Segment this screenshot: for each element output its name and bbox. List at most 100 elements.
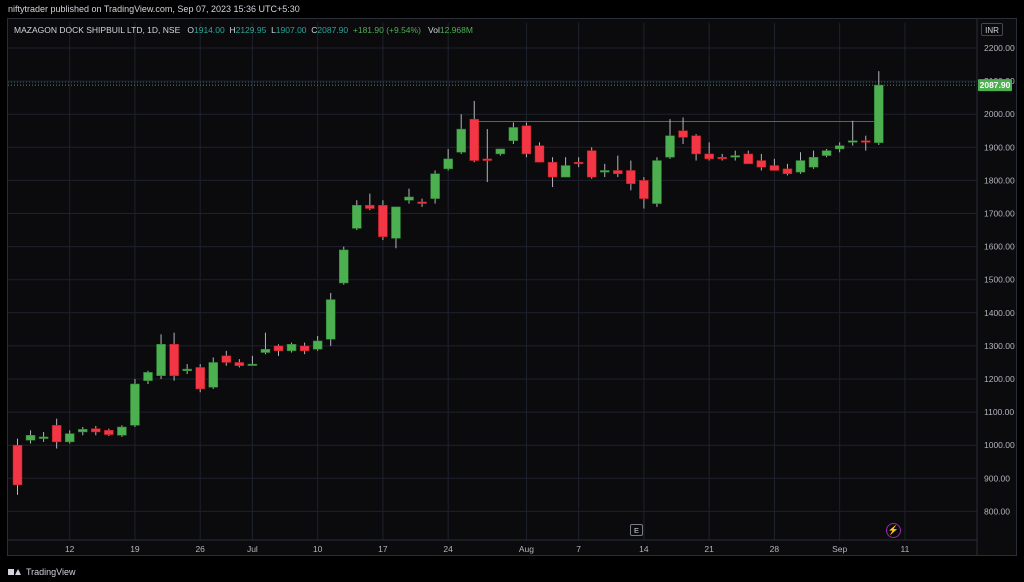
candle-body: [834, 145, 845, 150]
candle-body: [534, 145, 545, 163]
candle-body: [312, 340, 323, 350]
candle-body: [769, 165, 780, 171]
candle-body: [378, 204, 388, 237]
x-tick-label: 17: [378, 544, 388, 554]
candle-body: [208, 362, 218, 388]
candle-body: [743, 153, 754, 165]
candle-body: [573, 161, 584, 165]
candle-body: [482, 158, 493, 161]
volume-value: 12.968M: [439, 25, 473, 35]
tradingview-logo-icon: [8, 568, 22, 576]
candle-body: [64, 433, 75, 443]
candle-body: [247, 363, 258, 366]
y-tick-label: 1900.00: [984, 142, 1015, 152]
last-price-label: 2087.90: [980, 80, 1011, 90]
volume-label: Vol: [428, 25, 440, 35]
x-tick-label: 26: [195, 544, 205, 554]
x-tick-label: 7: [576, 544, 581, 554]
x-tick-label: 28: [770, 544, 780, 554]
candle-body: [417, 201, 427, 204]
candle-body: [730, 155, 740, 158]
open-label: O: [187, 25, 194, 35]
candle-body: [756, 160, 767, 168]
footer: TradingView: [0, 562, 1024, 582]
y-tick-label: 1800.00: [984, 175, 1015, 185]
candle-body: [874, 84, 884, 143]
candle-body: [639, 180, 649, 199]
candle-body: [169, 343, 179, 376]
candle-body: [652, 160, 662, 204]
candle-body: [234, 362, 245, 367]
y-tick-label: 1400.00: [984, 308, 1015, 318]
candle-body: [156, 343, 166, 376]
x-tick-label: 10: [313, 544, 323, 554]
close-label: C: [311, 25, 318, 35]
x-tick-label: 19: [130, 544, 140, 554]
candle-body: [861, 140, 871, 143]
candle-body: [847, 140, 858, 143]
x-tick-label: 12: [65, 544, 75, 554]
symbol-legend: MAZAGON DOCK SHIPBUIL LTD, 1D, NSE O1914…: [14, 24, 473, 36]
candle-body: [691, 135, 701, 155]
candle-body: [91, 428, 101, 433]
close-value: 2087.90: [317, 25, 349, 35]
candle-body: [456, 128, 466, 153]
y-tick-label: 1100.00: [984, 407, 1014, 417]
earnings-marker[interactable]: E: [630, 524, 643, 536]
candle-body: [430, 173, 440, 199]
high-value: 2129.95: [235, 25, 267, 35]
candle-body: [104, 430, 114, 435]
candle-body: [117, 426, 127, 436]
open-value: 1914.00: [193, 25, 225, 35]
candle-body: [560, 165, 571, 178]
x-tick-label: Jul: [247, 544, 258, 554]
candle-body: [78, 429, 88, 433]
candle-body: [339, 249, 349, 284]
y-tick-label: 1500.00: [984, 275, 1015, 285]
candle-body: [613, 170, 623, 175]
change-value: +181.90 (+9.54%): [352, 25, 421, 35]
low-label: L: [271, 25, 276, 35]
candle-body: [195, 367, 205, 390]
chart-frame[interactable]: [7, 18, 1017, 556]
x-tick-label: 21: [704, 544, 714, 554]
candle-body: [286, 343, 297, 352]
y-tick-label: 2200.00: [984, 43, 1015, 53]
candle-body: [547, 161, 558, 178]
brand-name: TradingView: [26, 567, 76, 577]
published-header: niftytrader published on TradingView.com…: [8, 4, 300, 14]
candle-body: [443, 158, 453, 170]
candle-body: [404, 196, 414, 201]
y-tick-label: 1600.00: [984, 242, 1015, 252]
candle-body: [12, 444, 23, 486]
candle-body: [795, 160, 806, 173]
y-tick-label: 2000.00: [984, 109, 1015, 119]
candle-body: [821, 150, 832, 156]
candle-body: [469, 118, 479, 161]
candle-body: [586, 150, 597, 178]
x-tick-label: 14: [639, 544, 649, 554]
candle-body: [325, 299, 336, 340]
x-tick-label: Sep: [832, 544, 847, 554]
last-price-tag: [978, 79, 1012, 92]
candle-body: [717, 156, 727, 159]
candle-body: [352, 204, 362, 229]
split-marker-icon[interactable]: ⚡: [886, 523, 901, 538]
candle-body: [221, 355, 232, 363]
candle-body: [808, 156, 819, 168]
candle-body: [521, 125, 532, 155]
candle-body: [391, 206, 401, 239]
candle-body: [495, 148, 506, 155]
symbol-title: MAZAGON DOCK SHIPBUIL LTD, 1D, NSE: [14, 25, 181, 35]
candle-body: [508, 127, 519, 141]
x-tick-label: 11: [900, 544, 909, 554]
currency-button[interactable]: INR: [981, 23, 1003, 36]
y-tick-label: 800.00: [984, 506, 1010, 516]
y-tick-label: 900.00: [984, 473, 1010, 483]
low-value: 1907.00: [275, 25, 307, 35]
candle-body: [182, 368, 192, 371]
tradingview-logo[interactable]: TradingView: [8, 562, 76, 582]
x-tick-label: Aug: [519, 544, 534, 554]
candle-body: [665, 135, 675, 158]
